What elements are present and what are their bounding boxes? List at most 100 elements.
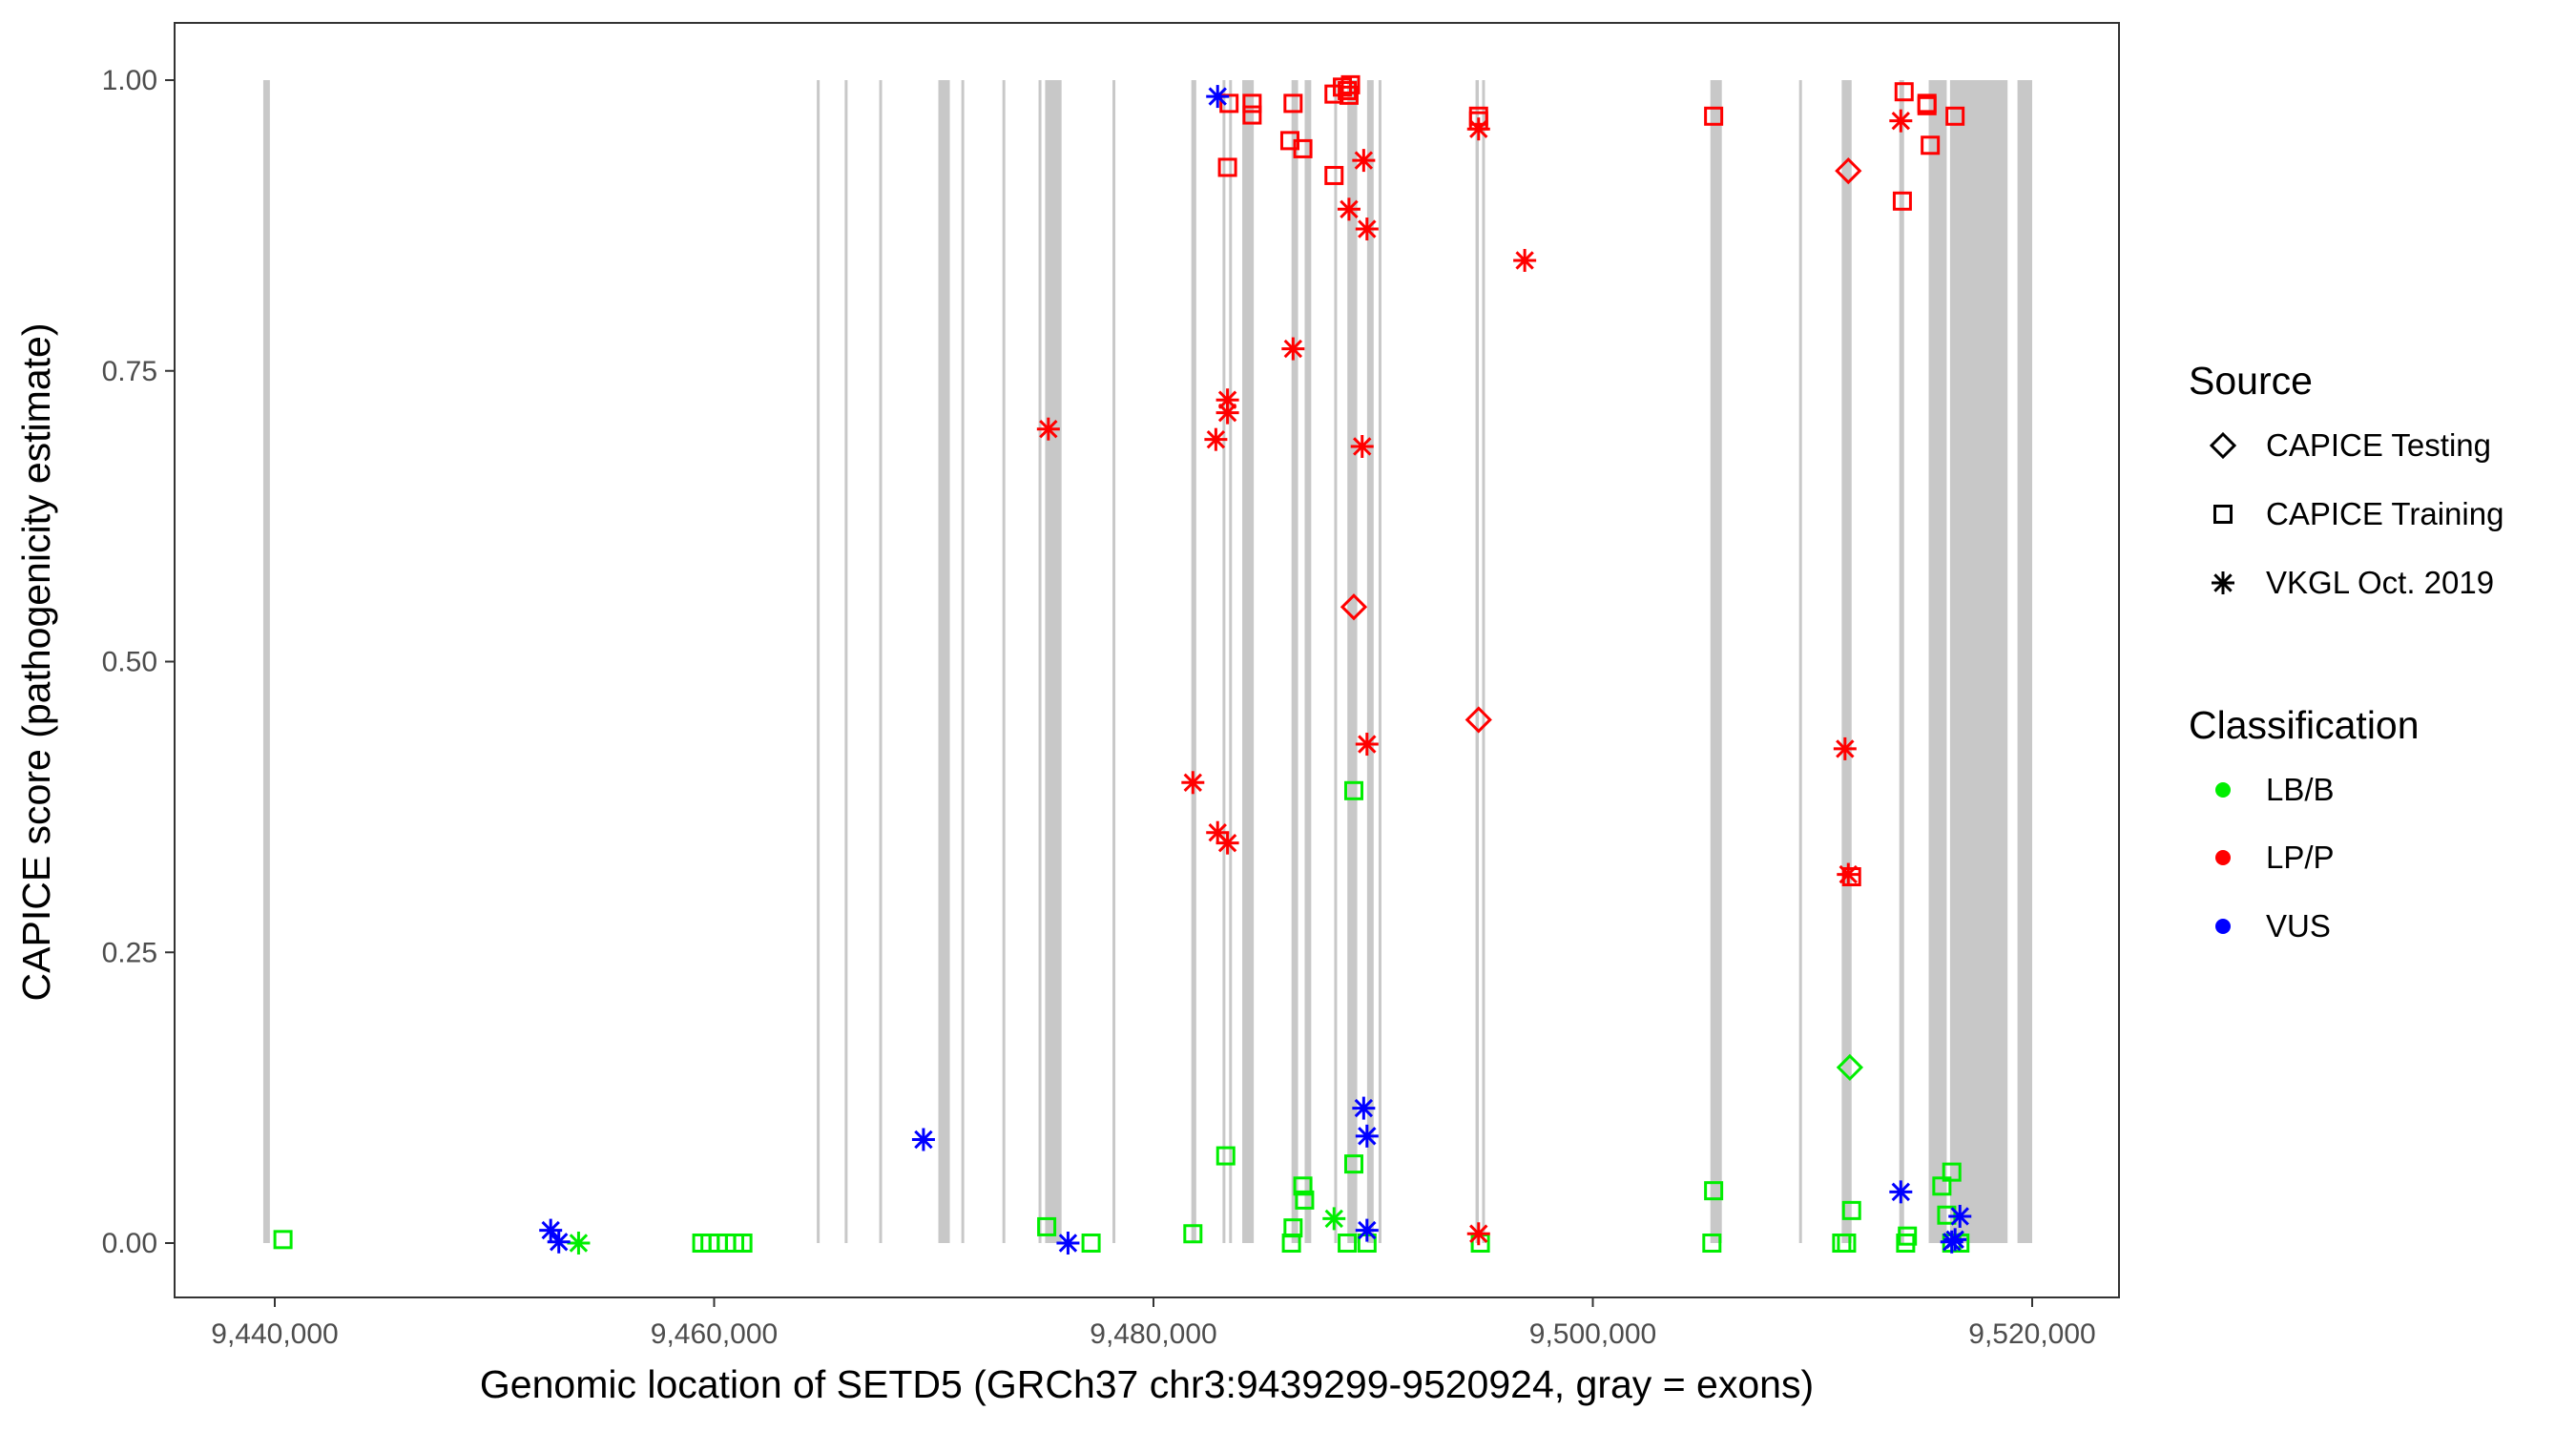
data-point-square xyxy=(1295,1190,1315,1210)
exon-band xyxy=(1482,80,1485,1243)
data-point-square xyxy=(1324,165,1344,185)
data-point-asterisk xyxy=(1215,401,1239,425)
data-point-asterisk xyxy=(567,1232,591,1255)
data-point-square xyxy=(733,1234,753,1253)
exon-band xyxy=(938,80,950,1243)
exon-band xyxy=(1841,80,1852,1243)
legend-square-icon xyxy=(2213,505,2233,524)
data-point-square xyxy=(1343,780,1363,800)
data-point-asterisk xyxy=(1036,417,1060,441)
data-point-square xyxy=(273,1230,293,1250)
legend-dot-icon xyxy=(2215,782,2231,798)
data-point-asterisk xyxy=(1466,117,1490,141)
exon-band xyxy=(1347,80,1358,1243)
data-point-diamond xyxy=(1340,593,1368,621)
data-point-square xyxy=(1283,93,1303,114)
data-point-square xyxy=(1283,1218,1303,1238)
y-axis: 0.00 0.25 0.50 0.75 1.00 xyxy=(102,65,175,1259)
exon-band xyxy=(879,80,883,1243)
data-point-square xyxy=(1340,74,1361,94)
legend-source-title: Source xyxy=(2189,359,2313,403)
data-point-square xyxy=(1942,1162,1962,1182)
exon-band xyxy=(1222,80,1226,1243)
data-point-square xyxy=(1894,82,1914,102)
data-point-diamond xyxy=(1465,706,1492,734)
data-point-square xyxy=(1217,157,1237,177)
plot-panel-border xyxy=(174,22,2120,1298)
data-point-square xyxy=(1293,1176,1313,1196)
data-point-asterisk xyxy=(911,1128,935,1151)
data-point-square xyxy=(1183,1224,1203,1244)
exon-band xyxy=(1291,80,1298,1243)
legend-diamond-icon xyxy=(2209,431,2237,460)
data-point-square xyxy=(1837,1234,1857,1253)
legend-asterisk-icon xyxy=(2212,571,2234,594)
data-point-asterisk xyxy=(1322,1207,1346,1231)
data-point-square xyxy=(1704,106,1724,126)
exon-bands xyxy=(262,80,2032,1243)
exon-band xyxy=(817,80,821,1243)
exon-band xyxy=(844,80,848,1243)
x-axis-title: Genomic location of SETD5 (GRCh37 chr3:9… xyxy=(480,1362,1814,1406)
data-point-square xyxy=(1338,80,1358,100)
exon-band xyxy=(1112,80,1116,1243)
data-point-square xyxy=(1338,1234,1358,1253)
legend-source-label: VKGL Oct. 2019 xyxy=(2266,565,2494,600)
data-point-square xyxy=(1932,1176,1952,1196)
data-point-asterisk xyxy=(1355,218,1379,241)
exon-band xyxy=(1475,80,1480,1243)
data-point-asterisk xyxy=(1948,1204,1972,1228)
data-point-asterisk xyxy=(1350,434,1374,458)
data-point-square xyxy=(1242,105,1262,125)
y-tick-label: 0.00 xyxy=(102,1228,157,1259)
data-point-square xyxy=(1898,1226,1918,1246)
data-point-asterisk xyxy=(1355,1124,1379,1148)
data-points xyxy=(273,74,1972,1255)
data-point-square xyxy=(1945,106,1965,126)
data-point-square xyxy=(1339,85,1359,105)
data-point-asterisk xyxy=(1337,197,1361,221)
exon-band xyxy=(262,80,270,1243)
y-tick-label: 0.75 xyxy=(102,356,157,387)
y-axis-title: CAPICE score (pathogenicity estimate) xyxy=(14,323,58,1002)
data-point-asterisk xyxy=(1889,109,1913,133)
data-point-asterisk xyxy=(1833,736,1857,760)
data-point-asterisk xyxy=(1352,149,1376,173)
data-point-asterisk xyxy=(1513,248,1537,272)
exon-band xyxy=(1710,80,1722,1243)
data-point-square xyxy=(1343,1154,1363,1174)
x-tick-label: 9,460,000 xyxy=(651,1318,778,1350)
legend-classification-title: Classification xyxy=(2189,703,2420,747)
data-point-asterisk xyxy=(1352,1096,1376,1120)
exon-band xyxy=(2017,80,2032,1243)
y-tick-label: 0.50 xyxy=(102,647,157,678)
data-point-asterisk xyxy=(1837,862,1860,886)
data-point-square xyxy=(1704,1181,1724,1201)
exon-band xyxy=(1366,80,1374,1243)
legend-dot-icon xyxy=(2215,850,2231,865)
exon-band xyxy=(1191,80,1196,1243)
data-point-square xyxy=(1841,867,1861,887)
legend-class-label: VUS xyxy=(2266,908,2331,944)
exon-band xyxy=(1045,80,1062,1243)
data-point-square xyxy=(1293,138,1313,158)
data-point-diamond xyxy=(1835,156,1862,185)
legend-class-label: LB/B xyxy=(2266,772,2335,807)
exon-band xyxy=(1798,80,1802,1243)
legend-source-label: CAPICE Training xyxy=(2266,496,2503,531)
exon-band xyxy=(1378,80,1381,1243)
data-point-asterisk xyxy=(1181,771,1205,795)
x-axis: 9,440,000 9,460,000 9,480,000 9,500,000 9,52… xyxy=(211,1297,2096,1350)
exon-band xyxy=(1928,80,1947,1243)
data-point-asterisk xyxy=(1889,1180,1913,1204)
data-point-square xyxy=(1215,1146,1236,1166)
data-point-asterisk xyxy=(1056,1232,1080,1255)
y-tick-label: 1.00 xyxy=(102,65,157,96)
legend: Source CAPICE Testing CAPICE Training VKGL… xyxy=(2189,359,2503,944)
legend-source-label: CAPICE Testing xyxy=(2266,427,2491,463)
exon-band xyxy=(961,80,965,1243)
data-point-asterisk xyxy=(1215,831,1239,855)
data-point-square xyxy=(1037,1216,1057,1236)
x-tick-label: 9,520,000 xyxy=(1968,1318,2095,1350)
